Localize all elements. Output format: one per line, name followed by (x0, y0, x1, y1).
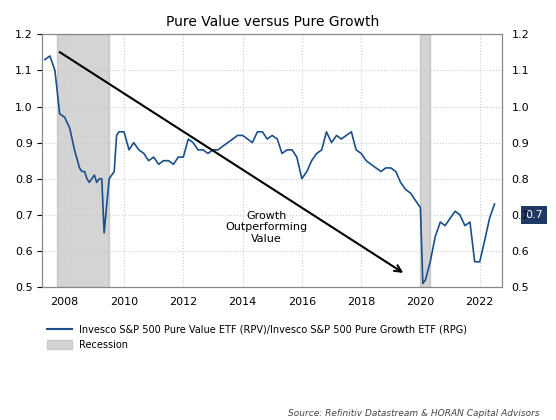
Text: Growth
Outperforming
Value: Growth Outperforming Value (225, 211, 307, 244)
Text: Source: Refinitiv Datastream & HORAN Capital Advisors: Source: Refinitiv Datastream & HORAN Cap… (287, 409, 539, 418)
Title: Pure Value versus Pure Growth: Pure Value versus Pure Growth (166, 15, 379, 29)
Legend: Invesco S&P 500 Pure Value ETF (RPV)/Invesco S&P 500 Pure Growth ETF (RPG), Rece: Invesco S&P 500 Pure Value ETF (RPV)/Inv… (47, 325, 468, 349)
Bar (57, 34, 109, 287)
Bar (420, 34, 430, 287)
Text: 0.7: 0.7 (525, 210, 543, 220)
